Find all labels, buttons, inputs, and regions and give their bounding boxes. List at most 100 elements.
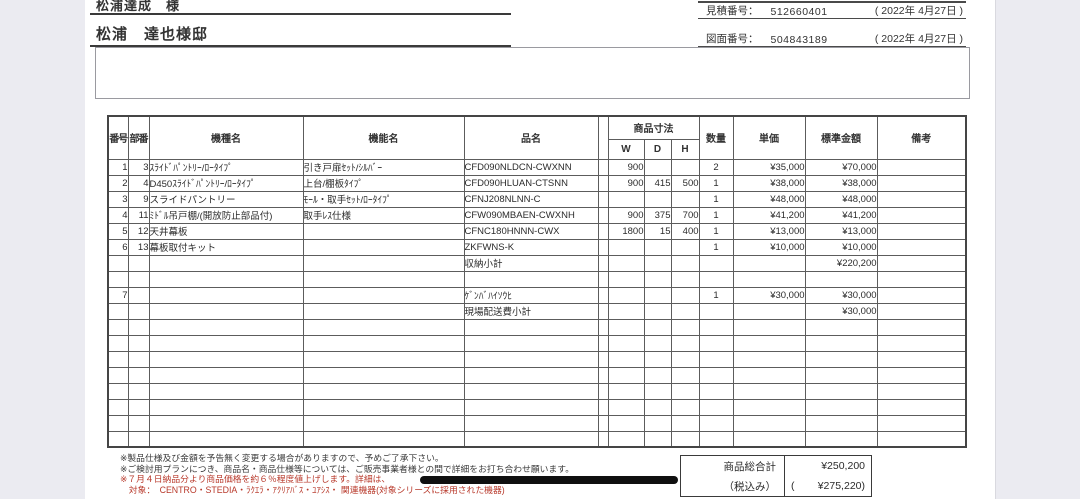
cell-qty: 1 [698,190,734,208]
totals-box: 商品総合計 ¥250,200 （税込み） ( ¥275,220) [680,455,872,497]
cell-unit [732,414,806,432]
header-function: 機能名 [302,115,465,160]
table-row: 収納小計 ¥220,200 [107,254,967,272]
cell-w [607,334,645,352]
header-spacer [597,115,609,160]
cell-no [107,350,129,368]
cell-h: 400 [670,222,700,240]
cell-part [127,302,150,320]
cell-h [670,398,700,416]
header-width: W [607,138,645,160]
cell-func: ﾓｰﾙ・取手ｾｯﾄ/ﾛｰﾀｲﾌﾟ [302,190,465,208]
cell-qty [698,350,734,368]
table-row [107,270,967,288]
cell-qty [698,382,734,400]
table-row: 2 4 D450ｽﾗｲﾄﾞﾊﾟﾝﾄﾘｰ/ﾛｰﾀｲﾌﾟ 上台/棚板ﾀｲﾌﾟ CFD090H… [107,174,967,192]
cell-h: 700 [670,206,700,224]
header-no: 番号 [107,115,129,160]
cell-gap [597,318,609,336]
cell-qty [698,398,734,416]
cell-no: 4 [107,206,129,224]
cell-d [643,414,672,432]
cell-unit [732,350,806,368]
cell-w [607,286,645,304]
table-row: 4 11 ﾐﾄﾞﾙ吊戸棚/(開放防止部品付) 取手ﾚｽ仕様 CFW090MBAEN-CW… [107,206,967,224]
cell-part: 9 [127,190,150,208]
cell-name: ｹﾞﾝﾊﾞﾊｲｿｳﾋ [463,286,599,304]
cell-h [670,430,700,448]
cell-amount: ¥48,000 [804,190,878,208]
cell-part [127,414,150,432]
cell-h [670,318,700,336]
cell-func [302,222,465,240]
cell-part [127,398,150,416]
note-line: ※ご検討用プランにつき、商品名・商品仕様等については、ご販売事業者様との間で詳細… [120,463,574,474]
cell-name: CFNC180HNNN-CWX [463,222,599,240]
cell-func: 引き戸扉ｾｯﾄ/ｼﾙﾊﾞｰ [302,158,465,176]
cell-part: 11 [127,206,150,224]
table-row [107,382,967,400]
cell-gap [597,254,609,272]
cell-amount [804,382,878,400]
grand-total-label: 商品総合計 [681,456,785,476]
cell-model [148,318,304,336]
cell-note [876,414,967,432]
cell-unit: ¥38,000 [732,174,806,192]
table-row: 5 12 天井幕板 CFNC180HNNN-CWX 1800 15 400 1 ¥13,000 ¥… [107,222,967,240]
document-numbers: 見積番号： 512660401 ( 2022年 4月27日 ) 図面番号： 50… [698,0,966,47]
cell-func [302,398,465,416]
cell-amount: ¥38,000 [804,174,878,192]
cell-part [127,318,150,336]
cell-qty: 1 [698,238,734,256]
table-row [107,414,967,432]
cell-note [876,238,967,256]
cell-unit [732,254,806,272]
cell-gap [597,430,609,448]
cell-d [643,398,672,416]
header-unit-price: 単価 [732,115,806,160]
cell-note [876,270,967,288]
cell-gap [597,286,609,304]
tax-included-value: ( ¥275,220) [785,476,871,496]
cell-h [670,366,700,384]
cell-d [643,254,672,272]
cell-qty [698,254,734,272]
cell-unit: ¥48,000 [732,190,806,208]
table-body: 1 3 ｽﾗｲﾄﾞﾊﾟﾝﾄﾘｰ/ﾛｰﾀｲﾌﾟ 引き戸扉ｾｯﾄ/ｼﾙﾊﾞｰ CFD090N… [107,158,967,448]
cell-qty: 1 [698,206,734,224]
cell-name: CFD090NLDCN-CWXNN [463,158,599,176]
cell-part: 3 [127,158,150,176]
cell-h [670,238,700,256]
cell-d: 415 [643,174,672,192]
cell-w [607,302,645,320]
cell-d [643,382,672,400]
table-row [107,398,967,416]
estimate-number-value: 512660401 [770,6,828,18]
cell-no [107,318,129,336]
header-model: 機種名 [148,115,304,160]
cell-func: 上台/棚板ﾀｲﾌﾟ [302,174,465,192]
drawing-number-label: 図面番号： [706,33,759,45]
cell-qty [698,414,734,432]
cell-gap [597,174,609,192]
customer-name: 松浦達成 様 [90,0,511,15]
cell-part [127,270,150,288]
table-row [107,334,967,352]
cell-model [148,350,304,368]
cell-model [148,254,304,272]
cell-d [643,366,672,384]
cell-unit [732,430,806,448]
cell-model [148,270,304,288]
grand-total-value: ¥250,200 [821,460,865,472]
cell-model [148,398,304,416]
tax-open-paren: ( [791,480,795,492]
cell-part [127,382,150,400]
footer-notes: ※製品仕様及び金額を予告無く変更する場合がありますので、予めご了承下さい。 ※ご… [120,453,574,495]
cell-part: 13 [127,238,150,256]
cell-gap [597,158,609,176]
cell-note [876,286,967,304]
cell-part [127,366,150,384]
header-standard-amount: 標準金額 [804,115,878,160]
cell-gap [597,366,609,384]
cell-note [876,430,967,448]
